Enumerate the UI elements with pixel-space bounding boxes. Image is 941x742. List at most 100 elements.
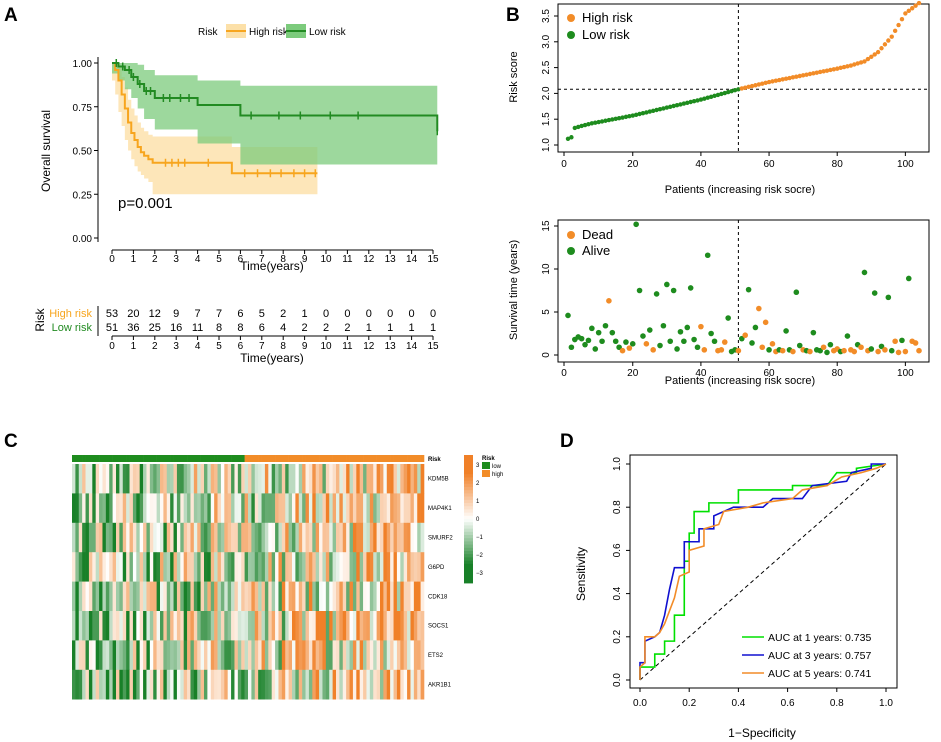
heatmap-cell (380, 640, 384, 671)
risk-score-point (770, 79, 775, 84)
heatmap-annotation-cell (207, 455, 212, 462)
heatmap-cell (322, 552, 327, 582)
risk-score-point (797, 73, 802, 79)
heatmap-cell (393, 522, 398, 553)
heatmap-scale-tick: 1 (476, 499, 480, 505)
risk-score-point (777, 77, 782, 83)
survival-point-alive (599, 338, 605, 345)
heatmap-annotation-cell (332, 455, 337, 462)
survival-legend-alive-marker (567, 247, 575, 255)
heatmap-cell (112, 464, 117, 494)
heatmap-cell (400, 493, 404, 524)
heatmap-cell (308, 640, 313, 671)
heatmap-cell (305, 581, 310, 612)
heatmap-cell (82, 581, 86, 612)
heatmap-annotation-cell (312, 455, 316, 462)
risk-score-point (821, 69, 826, 74)
heatmap-cell (322, 581, 327, 612)
heatmap-cell (271, 522, 276, 553)
heatmap-cell (390, 611, 394, 641)
heatmap-cell (139, 669, 144, 700)
heatmap-cell (308, 611, 313, 641)
survival-point-alive (905, 275, 912, 282)
risk-score-legend: High risk Low risk (567, 10, 633, 42)
heatmap-cell (302, 611, 306, 641)
heatmap-cell (386, 669, 391, 700)
survival-status-legend: Dead Alive (567, 227, 613, 258)
risk-score-point (794, 74, 799, 79)
survival-status-y-tick-label: 15 (541, 220, 552, 232)
heatmap-cell (363, 464, 367, 494)
heatmap-cell (197, 581, 201, 612)
heatmap-cell (244, 552, 249, 582)
heatmap-cell (312, 611, 316, 641)
heatmap-cell (281, 493, 286, 524)
heatmap-cell (386, 552, 391, 582)
heatmap-cell (417, 581, 421, 612)
heatmap-cell (281, 464, 286, 494)
heatmap-scale-swatch (464, 531, 473, 536)
heatmap-cell (214, 522, 218, 553)
heatmap-cell (149, 611, 154, 641)
survival-point-alive (766, 347, 772, 353)
heatmap-cell (325, 552, 330, 582)
km-y-tick-label: 1.00 (73, 59, 93, 70)
heatmap-cell (193, 581, 198, 612)
risk-score-point (640, 110, 646, 116)
heatmap-cell (258, 464, 262, 494)
heatmap-cell (204, 464, 208, 494)
heatmap-cell (336, 522, 340, 553)
heatmap-cell (85, 464, 90, 494)
roc-curve-5yr (639, 463, 887, 680)
risk-score-y-tick-label: 1.0 (541, 138, 552, 152)
km-pvalue: p=0.001 (118, 195, 173, 212)
heatmap-cell (99, 464, 103, 494)
heatmap-cell (366, 640, 371, 671)
heatmap-cell (112, 581, 117, 612)
heatmap-cell (244, 493, 249, 524)
risk-score-point (743, 85, 748, 90)
heatmap-annotation-cell (217, 455, 222, 462)
heatmap-cell (160, 611, 164, 641)
heatmap-cell (383, 493, 388, 524)
km-x-tick-label: 13 (385, 254, 397, 265)
heatmap-scale-swatch (464, 576, 473, 581)
roc-plot: 0.0 0.2 0.4 0.6 0.8 1.0 0.0 0.2 0.4 0.6 0.8 1.0 AUC … (612, 454, 898, 709)
heatmap-cell (105, 493, 110, 524)
heatmap-cell (139, 522, 144, 553)
km-x-tick-label: 3 (173, 254, 179, 265)
risk-score-point (698, 97, 704, 102)
km-x-tick-label: 0 (109, 254, 115, 265)
heatmap-cell (342, 581, 347, 612)
heatmap-cell (298, 669, 303, 700)
survival-point-alive (827, 341, 834, 348)
heatmap-cell (295, 640, 300, 671)
heatmap-annotation-cell (288, 455, 293, 462)
heatmap-cell (190, 581, 195, 612)
heatmap-cell (254, 522, 259, 553)
heatmap-cell (407, 581, 411, 612)
risk-score-point (722, 90, 727, 96)
heatmap-cell (220, 669, 225, 700)
heatmap-cell (373, 522, 377, 553)
heatmap-cell (95, 669, 100, 700)
roc-ylabel: Sensitivity (574, 547, 588, 601)
heatmap-cell (217, 581, 222, 612)
risk-score-point (725, 89, 731, 95)
heatmap-annotation-cell (349, 455, 354, 462)
heatmap-cell (315, 669, 320, 700)
heatmap-cell (234, 669, 239, 700)
heatmap-annotation-cell (173, 455, 178, 462)
risk-score-point (630, 113, 635, 118)
heatmap-annotation-cell (143, 455, 147, 462)
risk-table-x-tick-label: 13 (385, 341, 397, 352)
heatmap-cell (417, 669, 421, 700)
risk-score-y-tick-label: 3.0 (541, 34, 552, 48)
risk-score-point (664, 105, 670, 110)
heatmap-cell (366, 522, 371, 553)
heatmap-cell (315, 522, 320, 553)
heatmap-cell (322, 669, 327, 700)
heatmap-cell (207, 669, 212, 700)
heatmap-cell (403, 522, 408, 553)
heatmap-cell (251, 464, 256, 494)
